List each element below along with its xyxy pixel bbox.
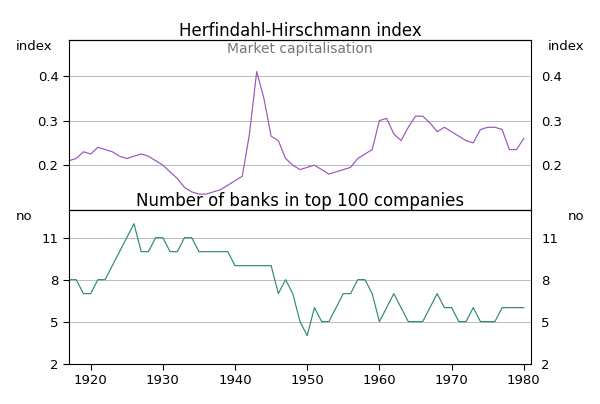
Title: Herfindahl-Hirschmann index: Herfindahl-Hirschmann index (179, 22, 421, 40)
Text: index: index (16, 40, 52, 53)
Title: Number of banks in top 100 companies: Number of banks in top 100 companies (136, 191, 464, 210)
Text: Market capitalisation: Market capitalisation (227, 42, 373, 57)
Text: no: no (568, 210, 584, 223)
Text: no: no (16, 210, 32, 223)
Text: index: index (548, 40, 584, 53)
